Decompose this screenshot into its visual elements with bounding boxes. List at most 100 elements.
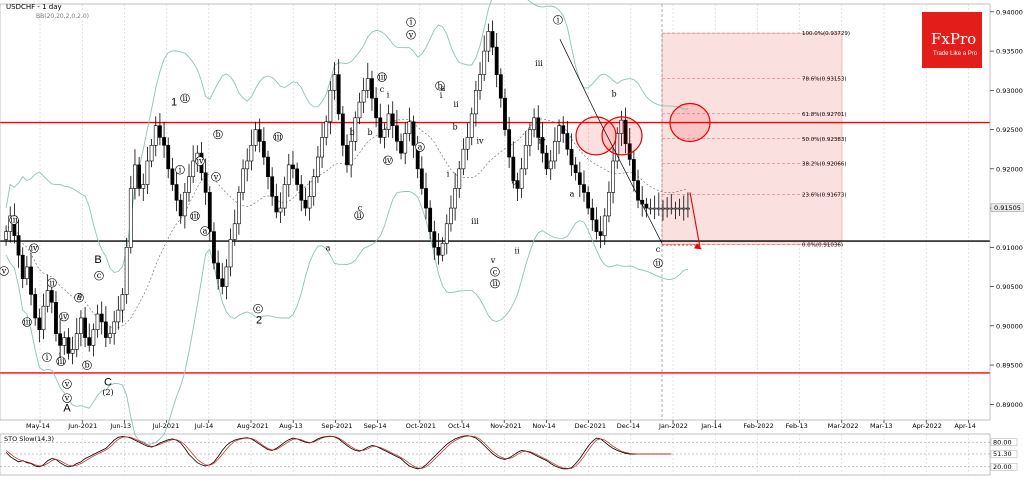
candle-body <box>278 207 283 213</box>
wave-label: i <box>46 353 49 362</box>
big-wave-label: A <box>63 402 71 414</box>
candle-body <box>665 207 670 210</box>
y-tick-label: 0.92500 <box>996 126 1023 134</box>
candle-body <box>473 90 478 115</box>
candle-body <box>449 207 453 225</box>
candle-body <box>457 168 462 189</box>
x-tick-label: Jun-13 <box>109 422 131 430</box>
candle-body <box>411 121 416 146</box>
candle-body <box>170 168 175 185</box>
bb-lower-band <box>5 191 689 445</box>
wave-label-circle <box>213 129 223 140</box>
wave-label-circle <box>406 17 416 27</box>
wave-label-circle <box>377 72 387 82</box>
wave-label: ii <box>49 278 55 287</box>
big-wave-label: 2 <box>256 314 262 326</box>
candle-body <box>374 97 379 119</box>
candle-body <box>54 301 58 334</box>
candle-body <box>444 223 449 244</box>
logo-name: FxPro <box>931 30 976 48</box>
candle-body <box>498 74 503 99</box>
candle-body <box>24 266 29 280</box>
wave-letter: i <box>59 351 62 360</box>
candle-body <box>4 231 8 240</box>
wave-letter: iv <box>538 137 546 146</box>
candle-body <box>548 160 553 170</box>
candle-body <box>361 90 366 103</box>
candle-body <box>519 168 524 189</box>
wave-label: ii <box>182 94 188 103</box>
candle-body <box>95 313 100 331</box>
candle-body <box>20 254 25 280</box>
y-tick-label: 0.89000 <box>996 401 1023 409</box>
bb-upper-band <box>5 0 688 274</box>
wave-label: ii <box>356 211 362 220</box>
wave-label: iv <box>30 244 38 253</box>
stoch-k-line <box>5 435 672 470</box>
current-price-label: 0.91505 <box>994 204 1021 212</box>
wave-letter: iii <box>471 217 479 226</box>
wave-label-circle <box>42 352 52 363</box>
candle-body <box>490 31 495 48</box>
candle-body <box>149 144 154 162</box>
candle-body <box>453 188 457 209</box>
wave-letter: ii <box>453 100 459 109</box>
wave-label: iii <box>57 357 65 366</box>
candle-body <box>523 144 528 170</box>
wave-label-circle <box>354 210 364 220</box>
candle-body <box>544 152 549 170</box>
candle-body <box>220 278 225 287</box>
wave-label: iii <box>274 132 282 141</box>
candle-body <box>465 137 470 150</box>
wave-letter: a <box>326 243 331 252</box>
plot-frame <box>0 3 991 421</box>
wave-label: v <box>64 394 70 403</box>
fib-level-label: 0.0%(0.91036) <box>802 242 843 248</box>
candle-body <box>99 313 104 323</box>
candle-body <box>365 78 370 91</box>
candle-body <box>187 176 191 193</box>
candle-body <box>295 168 300 185</box>
fib-level-label: 100.0%(0.93729) <box>802 31 850 37</box>
candle-body <box>245 160 250 170</box>
wave-label: v <box>213 172 219 181</box>
wave-letter: a <box>441 84 446 93</box>
candle-body <box>615 133 620 162</box>
wave-label-circle <box>62 379 72 389</box>
bollinger-bands <box>5 0 689 445</box>
stoch-d-line <box>5 435 672 469</box>
indicator-label: BB(20,20,2,0,2.0) <box>36 13 89 20</box>
highlight-circle <box>601 116 643 156</box>
wave-letter: c <box>656 245 661 254</box>
candle-body <box>349 141 354 166</box>
candle-body <box>686 207 690 210</box>
x-tick-label: Oct-14 <box>448 422 470 430</box>
candle-body <box>440 243 445 256</box>
candle-body <box>79 317 83 334</box>
candle-body <box>569 148 574 166</box>
wave-label: iii <box>23 318 31 327</box>
candle-body <box>345 144 349 166</box>
wave-label: a <box>418 142 423 151</box>
wave-label-circle <box>94 271 104 281</box>
candle-body <box>291 164 295 170</box>
candle-body <box>557 125 561 142</box>
candle-body <box>332 74 337 91</box>
wave-label: iv <box>60 312 68 321</box>
candle-body <box>611 160 615 193</box>
candle-body <box>45 290 50 307</box>
wave-label-circle <box>175 165 185 175</box>
candle-body <box>328 90 333 123</box>
trend-line <box>559 39 597 115</box>
wave-label: iv <box>384 156 392 165</box>
candle-body <box>91 329 96 346</box>
x-tick-label: Jun-2021 <box>67 422 97 430</box>
candle-body <box>29 266 33 295</box>
candle-body <box>307 196 312 209</box>
candle-body <box>661 207 665 210</box>
logo-background <box>922 12 982 68</box>
stoch-level-label: 51.30 <box>993 450 1012 458</box>
candle-body <box>573 164 578 174</box>
candle-body <box>403 133 408 154</box>
